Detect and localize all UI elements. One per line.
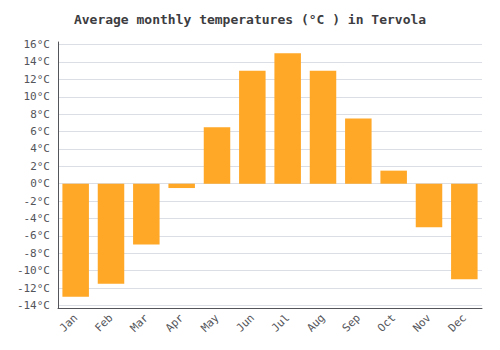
svg-text:-2°C: -2°C [24,195,51,208]
svg-text:8°C: 8°C [30,108,50,121]
svg-text:12°C: 12°C [24,73,51,86]
svg-text:Dec: Dec [446,311,469,334]
svg-text:6°C: 6°C [30,125,50,138]
svg-text:-8°C: -8°C [24,247,51,260]
svg-text:-10°C: -10°C [17,264,50,277]
svg-text:Apr: Apr [163,311,186,334]
svg-text:Feb: Feb [92,311,115,334]
svg-text:Aug: Aug [304,311,327,334]
svg-text:-4°C: -4°C [24,212,51,225]
svg-text:Jun: Jun [234,311,257,334]
svg-text:Average monthly temperatures (: Average monthly temperatures (°C ) in Te… [74,12,426,27]
svg-text:Oct: Oct [375,311,398,334]
svg-text:16°C: 16°C [24,38,51,51]
svg-text:4°C: 4°C [30,142,50,155]
svg-text:2°C: 2°C [30,160,50,173]
svg-text:-14°C: -14°C [17,299,50,312]
svg-text:-12°C: -12°C [17,282,50,295]
svg-text:0°C: 0°C [30,177,50,190]
svg-text:Jul: Jul [269,311,292,334]
svg-text:10°C: 10°C [24,90,51,103]
svg-text:-6°C: -6°C [24,229,51,242]
svg-text:Mar: Mar [128,311,151,334]
svg-text:Nov: Nov [410,311,433,334]
svg-text:Jan: Jan [57,311,80,334]
svg-text:May: May [198,311,221,334]
svg-text:Sep: Sep [340,311,363,334]
svg-text:14°C: 14°C [24,55,51,68]
